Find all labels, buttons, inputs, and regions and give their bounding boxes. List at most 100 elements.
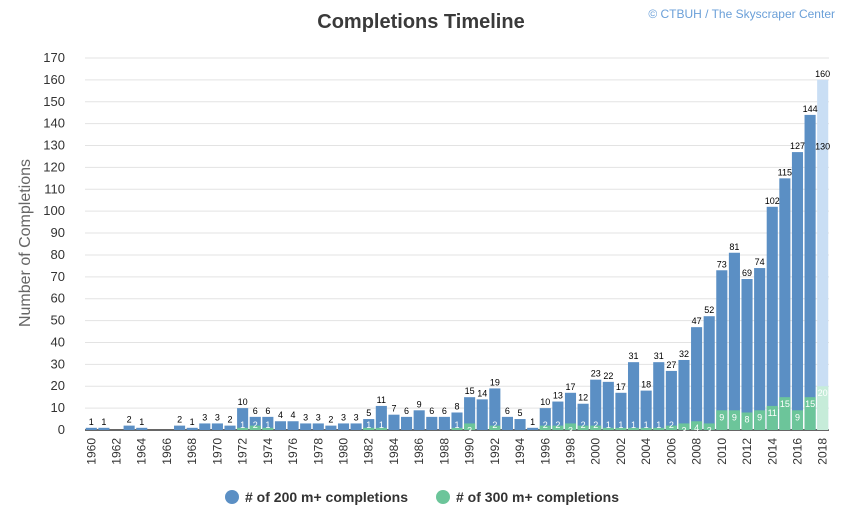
bar-200m-2008 (691, 327, 703, 430)
bar-300m-1983 (375, 427, 387, 430)
y-tick-label: 70 (51, 269, 65, 284)
bar-200m-1978 (312, 423, 324, 430)
total-label-2006: 27 (666, 360, 676, 370)
total-label-2016: 127 (790, 141, 805, 151)
x-tick-label: 2006 (664, 438, 678, 465)
bar-200m-1990 (464, 397, 476, 430)
legend-marker-300m (436, 490, 450, 504)
bar-200m-1960 (85, 427, 97, 430)
bar-200m-1979 (325, 425, 337, 430)
bar-200m-1982 (363, 419, 375, 430)
bar-300m-2018 (817, 386, 829, 430)
bar-200m-1973 (249, 416, 261, 430)
bar-200m-2015 (779, 178, 791, 430)
total-label-1974: 6 (265, 406, 270, 416)
total-label-2010: 73 (717, 259, 727, 269)
y-tick-label: 140 (43, 116, 65, 131)
legend-label-200m[interactable]: # of 200 m+ completions (245, 489, 408, 505)
total-label-1988: 6 (442, 406, 447, 416)
total-label-1991: 14 (477, 388, 487, 398)
bar-200m-1976 (287, 421, 299, 430)
inner-label-2015: 15 (780, 399, 790, 409)
chart-credit[interactable]: © CTBUH / The Skyscraper Center (648, 7, 835, 21)
total-label-1971: 2 (228, 415, 233, 425)
bar-300m-2000 (590, 425, 602, 430)
bar-200m-2000 (590, 379, 602, 430)
bar-200m-1996 (539, 408, 551, 430)
inner-label-1989: 1 (454, 420, 459, 430)
x-tick-label: 1988 (437, 438, 451, 465)
y-axis-ticks: 0 10 20 30 40 50 60 70 80 90 100 110 120 130 140 150 160… (43, 50, 65, 437)
total-label-1968: 1 (190, 417, 195, 427)
bar-200m-1981 (350, 423, 362, 430)
inner-label-2011: 9 (732, 412, 737, 422)
bar-200m-1967 (174, 425, 186, 430)
inner-label-2013: 9 (757, 412, 762, 422)
bar-200m-2011 (728, 252, 740, 430)
legend-item-200m[interactable]: # of 200 m+ completions (225, 489, 408, 505)
total-label-1989: 8 (454, 401, 459, 411)
bar-200m-2012 (741, 279, 753, 430)
inner-label-2017: 15 (805, 399, 815, 409)
bar-200m-1995 (527, 427, 539, 430)
inner-label-1982: 1 (366, 420, 371, 430)
bar-200m-1961 (98, 427, 110, 430)
legend-item-300m[interactable]: # of 300 m+ completions (436, 489, 619, 505)
total-label-2015: 115 (778, 167, 792, 177)
bar-200m-1987 (426, 416, 438, 430)
x-tick-label: 2010 (715, 438, 729, 465)
bar-200m-2016 (791, 152, 804, 430)
y-tick-label: 0 (58, 422, 65, 437)
bar-200m-1980 (337, 423, 350, 430)
x-axis-ticks: 1960 1962 1964 1966 1968 1970 1972 1974 1976 1978… (84, 438, 829, 465)
bar-200m-2017 (804, 114, 816, 431)
y-tick-label: 30 (51, 356, 65, 371)
total-label-1984: 7 (391, 404, 396, 414)
bar-200m-2010 (716, 270, 728, 430)
bar-200m-2013 (754, 268, 766, 430)
inner-label-1997: 2 (555, 420, 560, 430)
bar-300m-2011 (728, 410, 740, 430)
y-tick-label: 170 (43, 50, 65, 65)
inner-label-1973: 2 (253, 420, 258, 430)
x-tick-label: 1966 (160, 438, 174, 465)
bar-200m-2007 (678, 359, 690, 430)
total-label-1997: 13 (553, 391, 563, 401)
total-label-1963: 2 (127, 415, 132, 425)
x-tick-label: 1976 (286, 438, 300, 465)
inner-label-2004: 1 (644, 420, 649, 430)
bar-200m-1998 (564, 392, 577, 430)
bar-200m-2006 (665, 370, 677, 430)
bar-300m-2012 (741, 412, 753, 430)
y-tick-label: 130 (43, 138, 65, 153)
total-label-2013: 74 (755, 257, 765, 267)
total-label-1973: 6 (253, 406, 258, 416)
legend-label-300m[interactable]: # of 300 m+ completions (456, 489, 619, 505)
y-tick-label: 80 (51, 247, 65, 262)
y-tick-label: 50 (51, 313, 65, 328)
total-label-2003: 31 (629, 351, 639, 361)
total-label-1977: 3 (303, 412, 308, 422)
x-tick-label: 1992 (488, 438, 502, 465)
bar-300m-2015 (779, 397, 791, 430)
bar-200m-1983 (375, 405, 387, 430)
total-label-2007: 32 (679, 349, 689, 359)
total-label-1975: 4 (278, 410, 283, 420)
y-tick-label: 90 (51, 225, 65, 240)
bar-200m-1993 (501, 416, 513, 430)
inner-label-2006: 2 (669, 420, 674, 430)
x-tick-label: 2018 (816, 438, 830, 465)
total-label-2012: 69 (742, 268, 752, 278)
total-label-2001: 22 (603, 371, 613, 381)
inner-label-1972: 1 (240, 420, 245, 430)
legend[interactable]: # of 200 m+ completions # of 300 m+ comp… (225, 489, 619, 505)
bar-300m-2006 (665, 425, 677, 430)
inner-label-1990: 3 (467, 425, 472, 435)
x-tick-label: 1982 (362, 438, 376, 465)
total-label-2005: 31 (654, 351, 664, 361)
bar-200m-1985 (401, 416, 413, 430)
x-tick-label: 1986 (412, 438, 426, 465)
x-tick-label: 1962 (110, 438, 124, 465)
y-tick-label: 100 (43, 203, 65, 218)
